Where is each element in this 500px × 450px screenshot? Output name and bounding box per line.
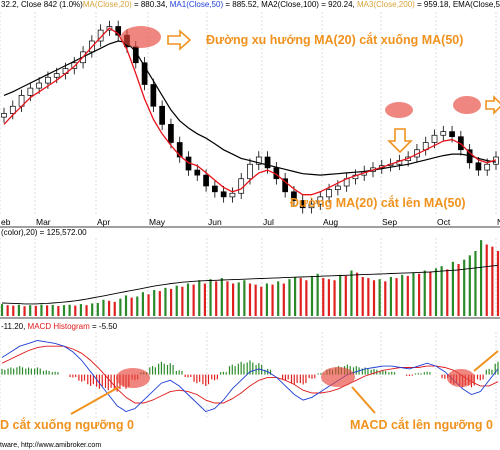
candle-body	[9, 105, 16, 114]
candle-body	[150, 84, 157, 107]
candle-body	[229, 192, 236, 198]
x-tick-label: Jul	[263, 217, 274, 227]
volume-ma-line	[1, 264, 499, 305]
candle-body	[115, 26, 122, 36]
macd-line	[1, 340, 499, 413]
x-tick-label: Sep	[382, 217, 397, 227]
x-tick-label: Mar	[36, 217, 51, 227]
volume-header: (color),20) = 125,572.00	[1, 228, 87, 237]
right-arrow-icon	[167, 29, 192, 51]
macd-down-annotation: D cắt xuống ngưỡng 0	[0, 417, 134, 432]
candle-body	[220, 191, 227, 198]
candle-body	[176, 142, 183, 158]
candle-body	[282, 178, 288, 193]
trend-down-annotation: Đường xu hướng MA(20) cắt xuống MA(50)	[206, 32, 463, 47]
pointer-line	[70, 386, 120, 415]
macd-grid	[0, 332, 497, 420]
right-arrow-icon-2	[485, 95, 500, 115]
price-panel: 32.2, Close 842 (1.0%)MA(Close,20) = 880…	[0, 0, 500, 215]
candle-body	[203, 174, 209, 187]
x-tick-label: Oct	[437, 217, 451, 227]
macd-up-annotation: MACD cắt lên ngưỡng 0	[350, 417, 493, 432]
cross-down-highlight	[121, 26, 161, 48]
pointer-line-3	[473, 350, 499, 372]
macd-cross-up-highlight	[321, 367, 355, 387]
macd-panel: -11.20, MACD Histogram = -5.50 D cắt xuố…	[0, 322, 499, 432]
candle-body	[238, 178, 245, 194]
x-tick-label: N	[497, 217, 500, 227]
x-tick-label: Aug	[323, 217, 338, 227]
candle-body	[27, 87, 34, 96]
x-tick-label: May	[149, 217, 166, 227]
candle-body	[484, 163, 491, 171]
trend-up-annotation: Đường MA(20) cắt lên MA(50)	[290, 195, 466, 210]
candle-body	[45, 76, 51, 84]
candle-body	[53, 73, 60, 78]
macd-cross-highlight-3	[447, 369, 475, 387]
candle-body	[194, 169, 201, 176]
candle-body	[449, 131, 455, 138]
ma50-line	[3, 40, 497, 176]
candle-body	[264, 156, 271, 169]
candle-body	[255, 156, 262, 165]
price-header: 32.2, Close 842 (1.0%)MA(Close,20) = 880…	[1, 0, 500, 9]
candle-body	[335, 185, 341, 190]
candle-body	[36, 82, 42, 89]
macd-cross-down-highlight	[116, 368, 150, 388]
candle-body	[475, 162, 482, 171]
x-axis-labels: eb Mar Apr May Jun Jul Aug Sep Oct N	[1, 217, 500, 227]
candle-body	[317, 196, 324, 205]
candle-body	[431, 134, 438, 143]
candle-body	[308, 203, 315, 209]
x-tick-label: eb	[1, 217, 11, 227]
candle-body	[291, 191, 297, 201]
ma20-line	[3, 27, 497, 196]
candle-body	[168, 124, 174, 143]
candle-body	[212, 185, 218, 193]
candle-body	[299, 200, 306, 209]
x-tick-label: Apr	[97, 217, 110, 227]
pointer-line-2	[351, 386, 376, 414]
candle-body	[326, 189, 332, 198]
candle-body	[159, 105, 165, 125]
cross-up-highlight	[385, 102, 413, 118]
footer-credit: tware, http://www.amibroker.com	[0, 442, 101, 449]
x-tick-label: Jun	[208, 217, 222, 227]
cross-down-highlight-2	[453, 96, 481, 114]
down-arrow-icon	[387, 128, 413, 154]
candle-body	[1, 113, 7, 118]
candle-body	[440, 131, 447, 136]
candle-body	[141, 62, 148, 85]
macd-header: -11.20, MACD Histogram = -5.50	[1, 322, 118, 331]
volume-bars	[0, 240, 500, 316]
volume-panel: (color),20) = 125,572.00	[0, 228, 500, 316]
candle-body	[247, 163, 253, 180]
